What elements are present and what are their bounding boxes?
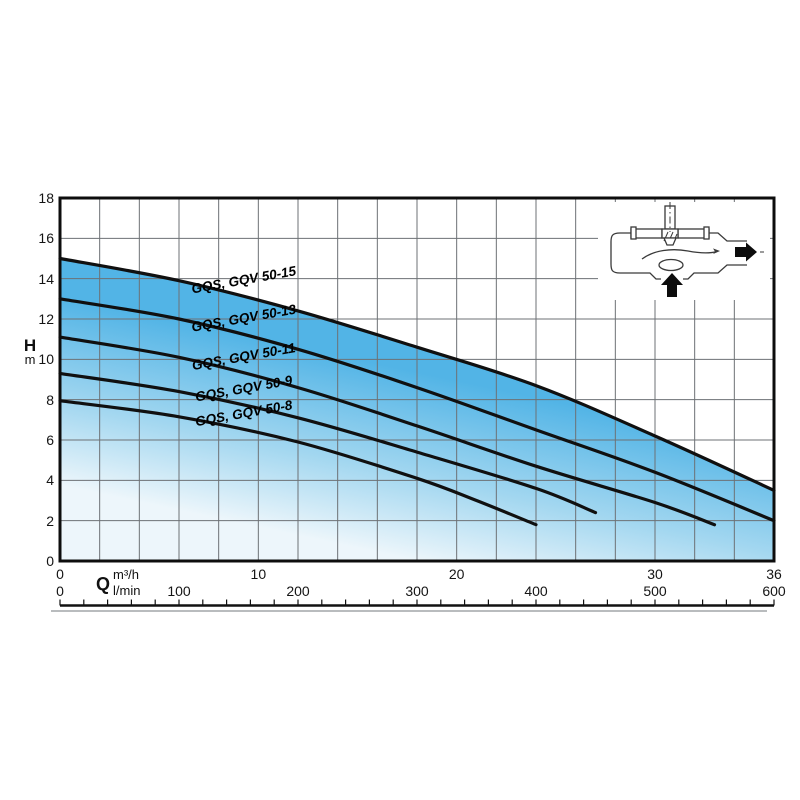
x-tick-lmin-500: 500 — [643, 583, 667, 599]
x-tick-lmin-100: 100 — [167, 583, 191, 599]
y-tick-label-16: 16 — [38, 230, 54, 247]
pump-flow-arrowhead-icon — [713, 248, 720, 254]
plot-border — [58, 196, 776, 563]
y-tick-label-10: 10 — [38, 351, 54, 368]
x-tick-m3h-0: 0 — [56, 566, 64, 582]
x-tick-m3h-30: 30 — [647, 566, 663, 582]
y-axis-title: H — [23, 336, 37, 355]
y-tick-label-6: 6 — [46, 432, 54, 448]
pump-inlet-arrow-icon — [661, 273, 683, 297]
x-tick-m3h-10: 10 — [250, 566, 267, 582]
x-tick-lmin-300: 300 — [405, 583, 429, 599]
curve-label-gqs-gqv-50-15: GQS, GQV 50-15 — [190, 263, 297, 296]
curve-gqs-gqv-50-13 — [58, 297, 776, 523]
x-tick-lmin-0: 0 — [56, 583, 64, 599]
y-tick-label-0: 0 — [46, 553, 54, 569]
pump-outlet-arrow-icon — [735, 242, 757, 262]
plot-frame — [51, 196, 776, 612]
pump-volute-oval — [658, 258, 684, 272]
pump-nut — [663, 237, 677, 246]
curve-gqs-gqv-50-8 — [58, 399, 538, 527]
x-tick-lmin-600: 600 — [762, 583, 786, 599]
x-tick-m3h-20: 20 — [448, 566, 465, 582]
y-tick-label-14: 14 — [38, 270, 54, 287]
x-tick-lmin-400: 400 — [524, 583, 548, 599]
x-axis-unit-lmin: l/min — [113, 583, 141, 598]
pump-casing-outline — [610, 232, 747, 280]
y-tick-label-8: 8 — [46, 391, 54, 408]
pump-arm-right-cap — [703, 226, 710, 240]
pump-schematic-icon — [598, 202, 770, 300]
curve-gqs-gqv-50-11 — [58, 335, 717, 527]
x-tick-lmin-200: 200 — [286, 583, 310, 599]
y-tick-label-4: 4 — [46, 472, 54, 489]
y-tick-label-18: 18 — [38, 190, 54, 206]
y-tick-label-2: 2 — [46, 512, 54, 529]
pump-arm-left-cap — [630, 226, 637, 240]
y-tick-label-12: 12 — [38, 311, 54, 327]
curve-gqs-gqv-50-9 — [58, 371, 598, 515]
y-axis-unit: m — [24, 352, 36, 367]
x-axis-title: Q — [95, 574, 110, 594]
x-axis-unit-m3h: m³/h — [113, 567, 139, 582]
curve-gqs-gqv-50-15 — [58, 256, 776, 492]
ruler-ticks — [59, 599, 775, 606]
x-tick-m3h-36: 36 — [766, 566, 782, 582]
pump-flow-line — [641, 249, 718, 260]
